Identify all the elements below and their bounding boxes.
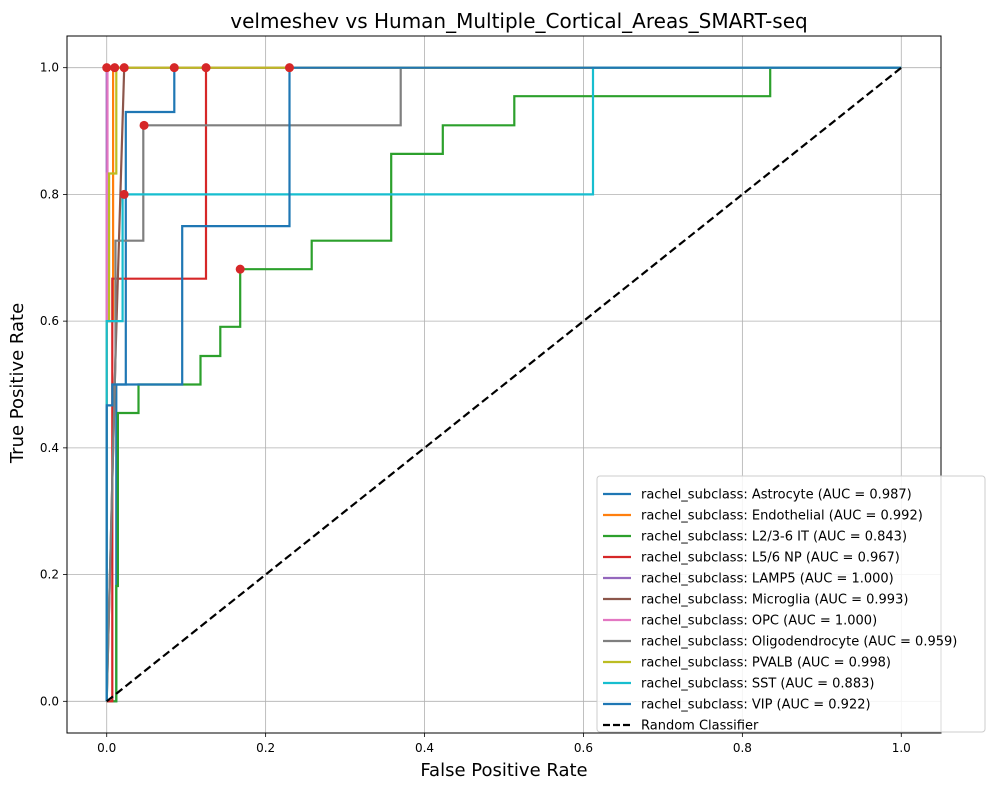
legend-entry: rachel_subclass: LAMP5 (AUC = 1.000) [641, 572, 894, 587]
threshold-marker [110, 63, 120, 73]
random-classifier-line-group [106, 66, 902, 703]
legend-entry: rachel_subclass: L5/6 NP (AUC = 0.967) [641, 551, 900, 566]
y-tick-label: 0.8 [40, 187, 59, 201]
threshold-marker [102, 63, 112, 73]
legend-entry: rachel_subclass: SST (AUC = 0.883) [641, 677, 874, 692]
threshold-marker [139, 120, 149, 130]
roc-curve-2 [106, 66, 902, 703]
x-tick-label: 0.0 [97, 741, 116, 755]
threshold-marker [119, 189, 129, 199]
legend-entry: rachel_subclass: OPC (AUC = 1.000) [641, 614, 877, 629]
y-axis-label: True Positive Rate [7, 303, 28, 464]
y-tick-label: 0.2 [40, 568, 59, 582]
axis-ticks: 0.0 0.2 0.4 0.6 0.8 1.0 0.0 0.2 0.4 0.6 0.8 1.0 [40, 61, 911, 755]
x-tick-label: 0.6 [574, 741, 593, 755]
threshold-markers [102, 63, 294, 274]
threshold-marker [119, 63, 129, 73]
y-tick-label: 0.0 [40, 694, 59, 708]
legend-box [596, 475, 986, 733]
x-tick-label: 0.2 [256, 741, 275, 755]
plot-area-frame [66, 35, 942, 734]
roc-curve-7 [105, 66, 902, 702]
legend-entry: rachel_subclass: PVALB (AUC = 0.998) [641, 656, 891, 671]
threshold-marker [201, 63, 211, 73]
threshold-marker [235, 264, 245, 274]
x-tick-label: 0.4 [415, 741, 434, 755]
threshold-marker [284, 63, 294, 73]
legend-entry: rachel_subclass: Endothelial (AUC = 0.99… [641, 509, 923, 524]
legend-entry: rachel_subclass: Microglia (AUC = 0.993) [641, 593, 908, 608]
legend-entry: rachel_subclass: L2/3-6 IT (AUC = 0.843) [641, 530, 907, 545]
legend: rachel_subclass: Astrocyte (AUC = 0.987)… [596, 475, 986, 734]
x-axis-label: False Positive Rate [420, 760, 587, 781]
roc-curve-10 [105, 66, 902, 702]
x-tick-label: 0.8 [733, 741, 752, 755]
legend-entry: rachel_subclass: VIP (AUC = 0.922) [641, 698, 871, 713]
random-classifier-line [106, 66, 902, 703]
y-tick-label: 0.6 [40, 314, 59, 328]
threshold-marker [169, 63, 179, 73]
y-tick-label: 1.0 [40, 61, 59, 75]
legend-entry: rachel_subclass: Oligodendrocyte (AUC = … [641, 635, 957, 650]
legend-entry: rachel_subclass: Astrocyte (AUC = 0.987) [641, 488, 912, 503]
chart-title: velmeshev vs Human_Multiple_Cortical_Are… [230, 9, 807, 33]
x-tick-label: 1.0 [892, 741, 911, 755]
y-tick-label: 0.4 [40, 441, 59, 455]
legend-entry: Random Classifier [641, 719, 759, 734]
